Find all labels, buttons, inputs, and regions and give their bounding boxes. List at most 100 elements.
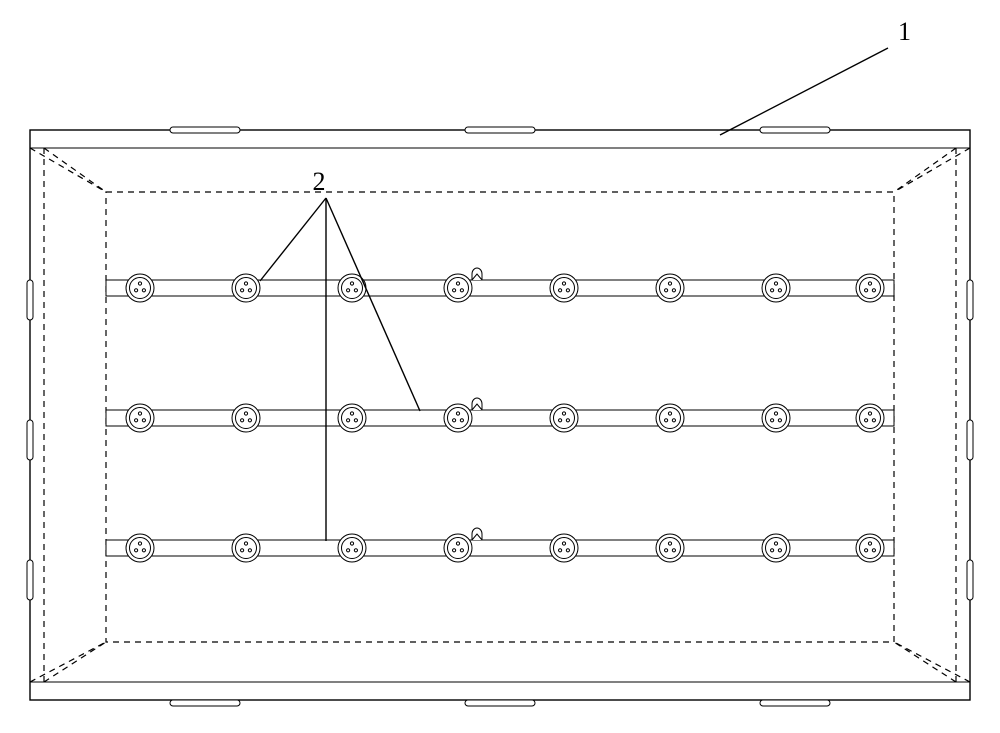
led-dot	[347, 289, 350, 292]
led-dot	[774, 542, 777, 545]
led-dot	[566, 419, 569, 422]
led-dot	[350, 412, 353, 415]
led-dot	[453, 549, 456, 552]
led-dot	[872, 549, 875, 552]
led-dot	[347, 419, 350, 422]
led-dot	[778, 289, 781, 292]
side-tab	[967, 420, 973, 460]
led-dot	[350, 542, 353, 545]
led-dot	[453, 289, 456, 292]
led-dot	[248, 289, 251, 292]
led-dot	[135, 419, 138, 422]
led-module	[762, 534, 790, 562]
led-dot	[566, 289, 569, 292]
callout-2-text: 2	[313, 167, 326, 196]
fold-line	[30, 642, 106, 682]
led-dot	[668, 542, 671, 545]
led-dot	[244, 282, 247, 285]
top-tab	[760, 127, 830, 133]
led-dot	[142, 549, 145, 552]
led-dot	[872, 289, 875, 292]
led-dot	[774, 282, 777, 285]
fold-line	[44, 642, 106, 682]
led-dot	[248, 419, 251, 422]
led-module	[126, 274, 154, 302]
led-dot	[135, 549, 138, 552]
led-dot	[774, 412, 777, 415]
side-tab	[27, 560, 33, 600]
led-dot	[142, 419, 145, 422]
led-dot	[460, 419, 463, 422]
led-dot	[771, 289, 774, 292]
led-dot	[672, 419, 675, 422]
led-module	[856, 404, 884, 432]
led-dot	[562, 282, 565, 285]
led-dot	[771, 549, 774, 552]
led-dot	[354, 549, 357, 552]
led-dot	[453, 419, 456, 422]
led-dot	[248, 549, 251, 552]
led-dot	[868, 282, 871, 285]
led-dot	[562, 542, 565, 545]
led-dot	[868, 412, 871, 415]
led-dot	[138, 542, 141, 545]
led-dot	[456, 412, 459, 415]
side-tab	[27, 280, 33, 320]
led-dot	[771, 419, 774, 422]
fold-line	[894, 642, 956, 682]
led-module	[550, 404, 578, 432]
led-dot	[665, 289, 668, 292]
fold-line	[30, 148, 106, 192]
led-dot	[566, 549, 569, 552]
side-tab	[967, 280, 973, 320]
fold-line	[894, 148, 956, 192]
fold-line	[894, 642, 970, 682]
led-dot	[241, 419, 244, 422]
led-dot	[142, 289, 145, 292]
led-module	[338, 404, 366, 432]
led-module	[338, 534, 366, 562]
led-dot	[350, 282, 353, 285]
top-tab	[465, 127, 535, 133]
led-dot	[347, 549, 350, 552]
led-module	[444, 404, 472, 432]
led-module	[762, 274, 790, 302]
led-dot	[865, 289, 868, 292]
led-module	[656, 274, 684, 302]
side-tab	[27, 420, 33, 460]
led-module	[444, 274, 472, 302]
fold-line	[894, 148, 970, 192]
led-module	[856, 274, 884, 302]
led-module	[550, 534, 578, 562]
led-module	[656, 404, 684, 432]
led-dot	[354, 419, 357, 422]
led-dot	[241, 289, 244, 292]
led-dot	[778, 549, 781, 552]
led-dot	[872, 419, 875, 422]
led-module	[656, 534, 684, 562]
led-dot	[665, 419, 668, 422]
led-dot	[138, 282, 141, 285]
callout-1-text: 1	[898, 17, 911, 46]
led-dot	[244, 412, 247, 415]
foot-tab	[465, 700, 535, 706]
led-module	[550, 274, 578, 302]
led-dot	[456, 542, 459, 545]
led-dot	[354, 289, 357, 292]
led-dot	[244, 542, 247, 545]
led-dot	[562, 412, 565, 415]
led-dot	[672, 549, 675, 552]
led-dot	[672, 289, 675, 292]
led-dot	[460, 549, 463, 552]
callout-1-line	[720, 48, 888, 135]
callout-2-line	[326, 198, 420, 411]
led-dot	[665, 549, 668, 552]
led-dot	[138, 412, 141, 415]
led-module	[444, 534, 472, 562]
led-module	[232, 404, 260, 432]
led-module	[232, 534, 260, 562]
fold-line	[44, 148, 106, 192]
led-dot	[868, 542, 871, 545]
led-dot	[668, 412, 671, 415]
led-dot	[559, 289, 562, 292]
